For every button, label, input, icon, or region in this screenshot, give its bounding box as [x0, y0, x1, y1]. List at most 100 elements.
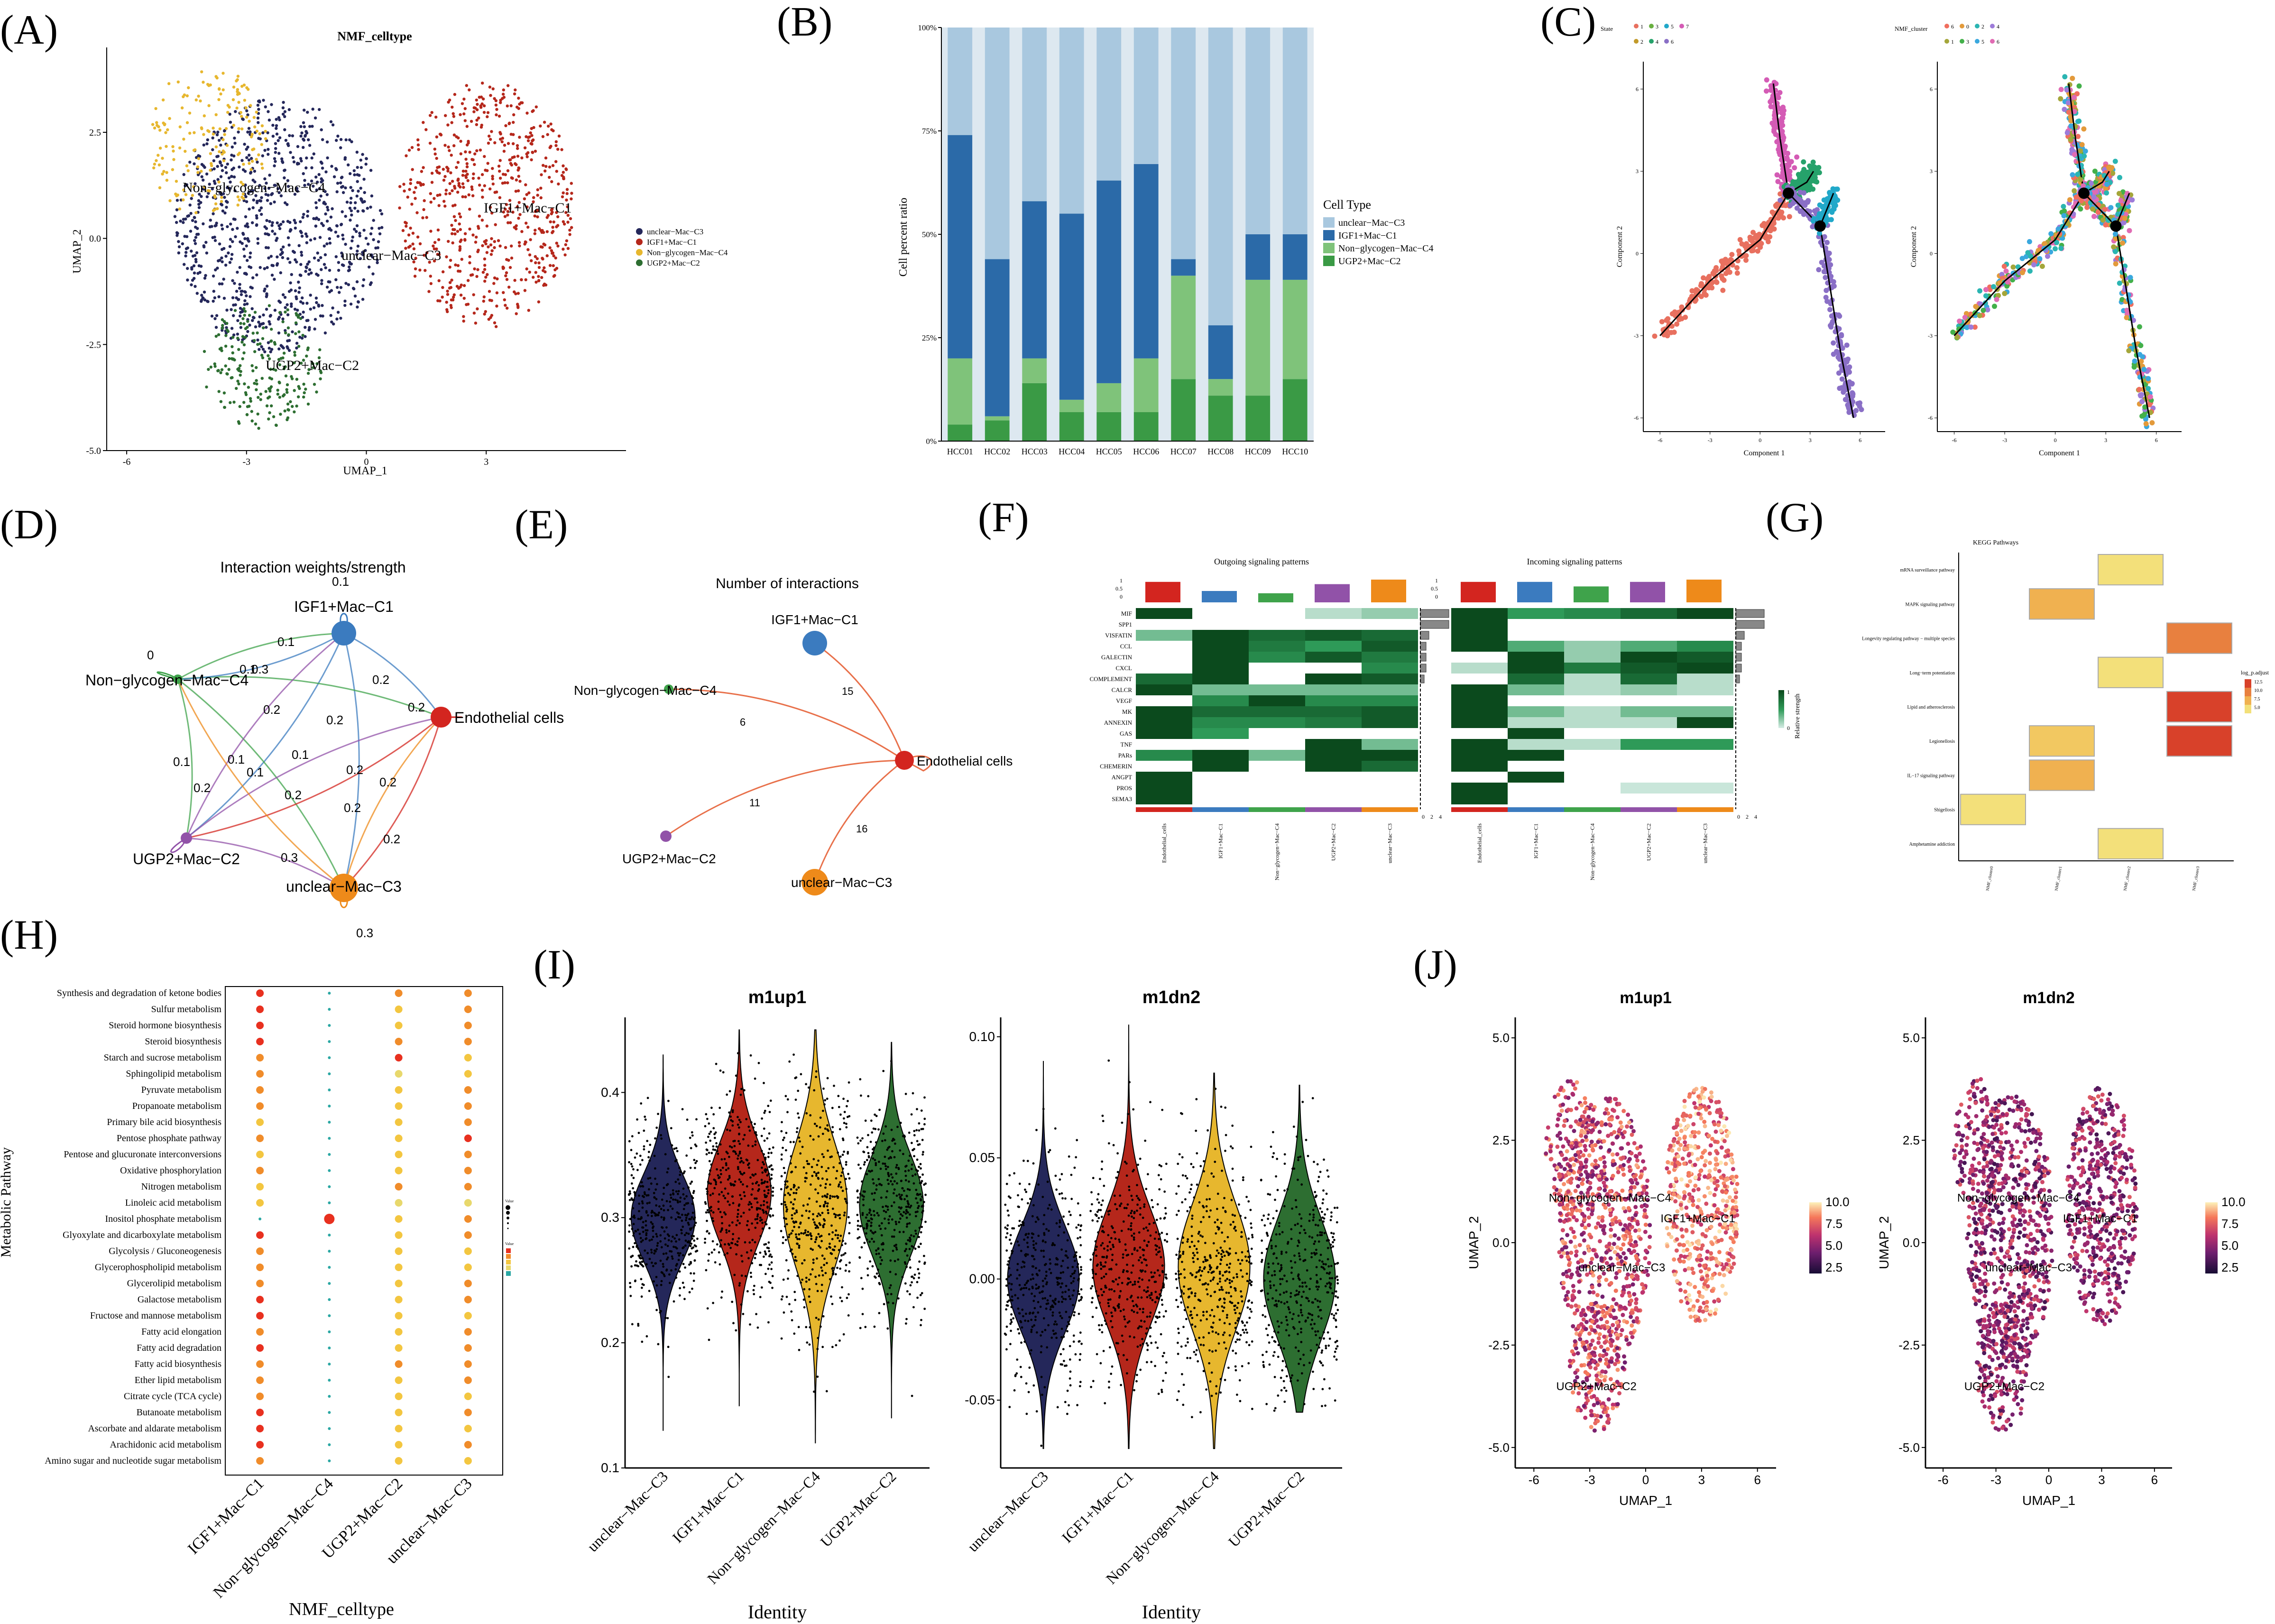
- e-node-label: Endothelial cells: [917, 754, 1013, 768]
- a-point: [356, 210, 359, 213]
- a-point: [245, 115, 249, 119]
- a-point: [249, 397, 252, 400]
- a-point: [433, 241, 437, 244]
- i-jitter-point: [671, 1255, 673, 1258]
- a-point: [245, 294, 248, 297]
- a-point: [351, 189, 354, 192]
- i-jitter-point: [639, 1163, 642, 1166]
- a-point: [339, 146, 342, 149]
- a-point: [256, 116, 260, 120]
- a-point: [224, 127, 228, 130]
- f-row-label: SEMA3: [1112, 795, 1132, 803]
- a-point: [350, 196, 353, 200]
- a-point: [472, 106, 476, 110]
- h-dot: [328, 1040, 331, 1043]
- a-point: [330, 320, 333, 323]
- a-point: [353, 173, 356, 176]
- a-point: [481, 244, 484, 248]
- c-cell-point: [2126, 348, 2132, 353]
- a-point: [155, 159, 158, 162]
- a-point: [349, 172, 352, 175]
- a-point: [525, 267, 528, 271]
- a-point: [195, 232, 199, 236]
- c-legend-key: [1975, 39, 1980, 44]
- f-legend-step: [1778, 719, 1784, 720]
- a-point: [244, 215, 248, 219]
- a-point: [230, 308, 233, 311]
- f-cell: [1362, 794, 1418, 804]
- a-point: [197, 154, 200, 157]
- a-point: [290, 273, 293, 276]
- d-edge-label: 0.1: [228, 752, 245, 766]
- i-jitter-point: [647, 1156, 650, 1159]
- a-point: [224, 334, 228, 337]
- a-point: [437, 238, 441, 241]
- i-jitter-point: [707, 1211, 710, 1214]
- i-jitter-point: [688, 1218, 691, 1220]
- a-point: [236, 379, 239, 383]
- a-point: [518, 244, 521, 248]
- a-point: [469, 274, 473, 277]
- a-point: [302, 172, 305, 175]
- a-point: [268, 395, 271, 398]
- i-jitter-point: [717, 1200, 720, 1203]
- c-cell-point: [1808, 166, 1814, 172]
- c-cell-point: [1801, 159, 1806, 165]
- c-cell-point: [2001, 264, 2007, 269]
- a-point: [498, 159, 502, 162]
- a-point: [485, 251, 488, 254]
- g-row-label: Long−term potentiation: [1910, 671, 1955, 676]
- i-jitter-point: [670, 1240, 673, 1243]
- i-jitter-point: [644, 1116, 646, 1118]
- f-cell: [1136, 652, 1192, 663]
- a-point: [230, 376, 234, 379]
- a-point: [351, 235, 354, 239]
- h-dot: [328, 992, 331, 995]
- a-point: [246, 238, 249, 242]
- a-point: [233, 282, 236, 285]
- a-point: [534, 105, 538, 109]
- a-point: [260, 196, 263, 199]
- f-cell: [1136, 663, 1192, 674]
- a-point: [328, 290, 332, 294]
- c-cell-point: [1671, 330, 1677, 335]
- a-point: [480, 102, 484, 106]
- a-point: [278, 301, 282, 304]
- a-point: [230, 158, 233, 162]
- f-cell: [1677, 717, 1733, 728]
- c-cell-point: [2003, 268, 2009, 274]
- a-point: [470, 120, 473, 123]
- f-cell: [1508, 717, 1564, 728]
- c-cell-point: [2124, 315, 2129, 321]
- a-point: [451, 295, 455, 299]
- a-point: [219, 400, 223, 403]
- i-jitter-point: [666, 1256, 669, 1259]
- c-cell-point: [1983, 293, 1989, 299]
- i-jitter-point: [675, 1240, 677, 1243]
- i-jitter-point: [770, 1261, 773, 1264]
- i-jitter-point: [687, 1240, 690, 1243]
- a-point: [483, 264, 487, 267]
- h-dot: [256, 1022, 264, 1029]
- a-point: [193, 162, 196, 166]
- i-jitter-point: [710, 1163, 713, 1166]
- a-point: [356, 180, 359, 183]
- i-jitter-point: [729, 1115, 732, 1118]
- a-point: [463, 107, 467, 111]
- a-point: [336, 134, 340, 138]
- a-point: [508, 266, 512, 269]
- c-cell-point: [2143, 421, 2149, 426]
- i-jitter-point: [653, 1196, 656, 1199]
- a-point: [232, 154, 236, 157]
- a-point: [306, 262, 309, 266]
- a-point: [428, 260, 431, 264]
- f-row-label: GAS: [1120, 730, 1132, 737]
- a-point: [183, 235, 186, 238]
- i-jitter-point: [763, 1127, 765, 1130]
- a-point: [420, 170, 424, 173]
- h-dot: [328, 1153, 331, 1156]
- i-jitter-point: [670, 1127, 672, 1130]
- i-jitter-point: [692, 1218, 695, 1220]
- c-cell-point: [2070, 75, 2075, 81]
- g-row-label: Amphetamine addiction: [1909, 842, 1955, 847]
